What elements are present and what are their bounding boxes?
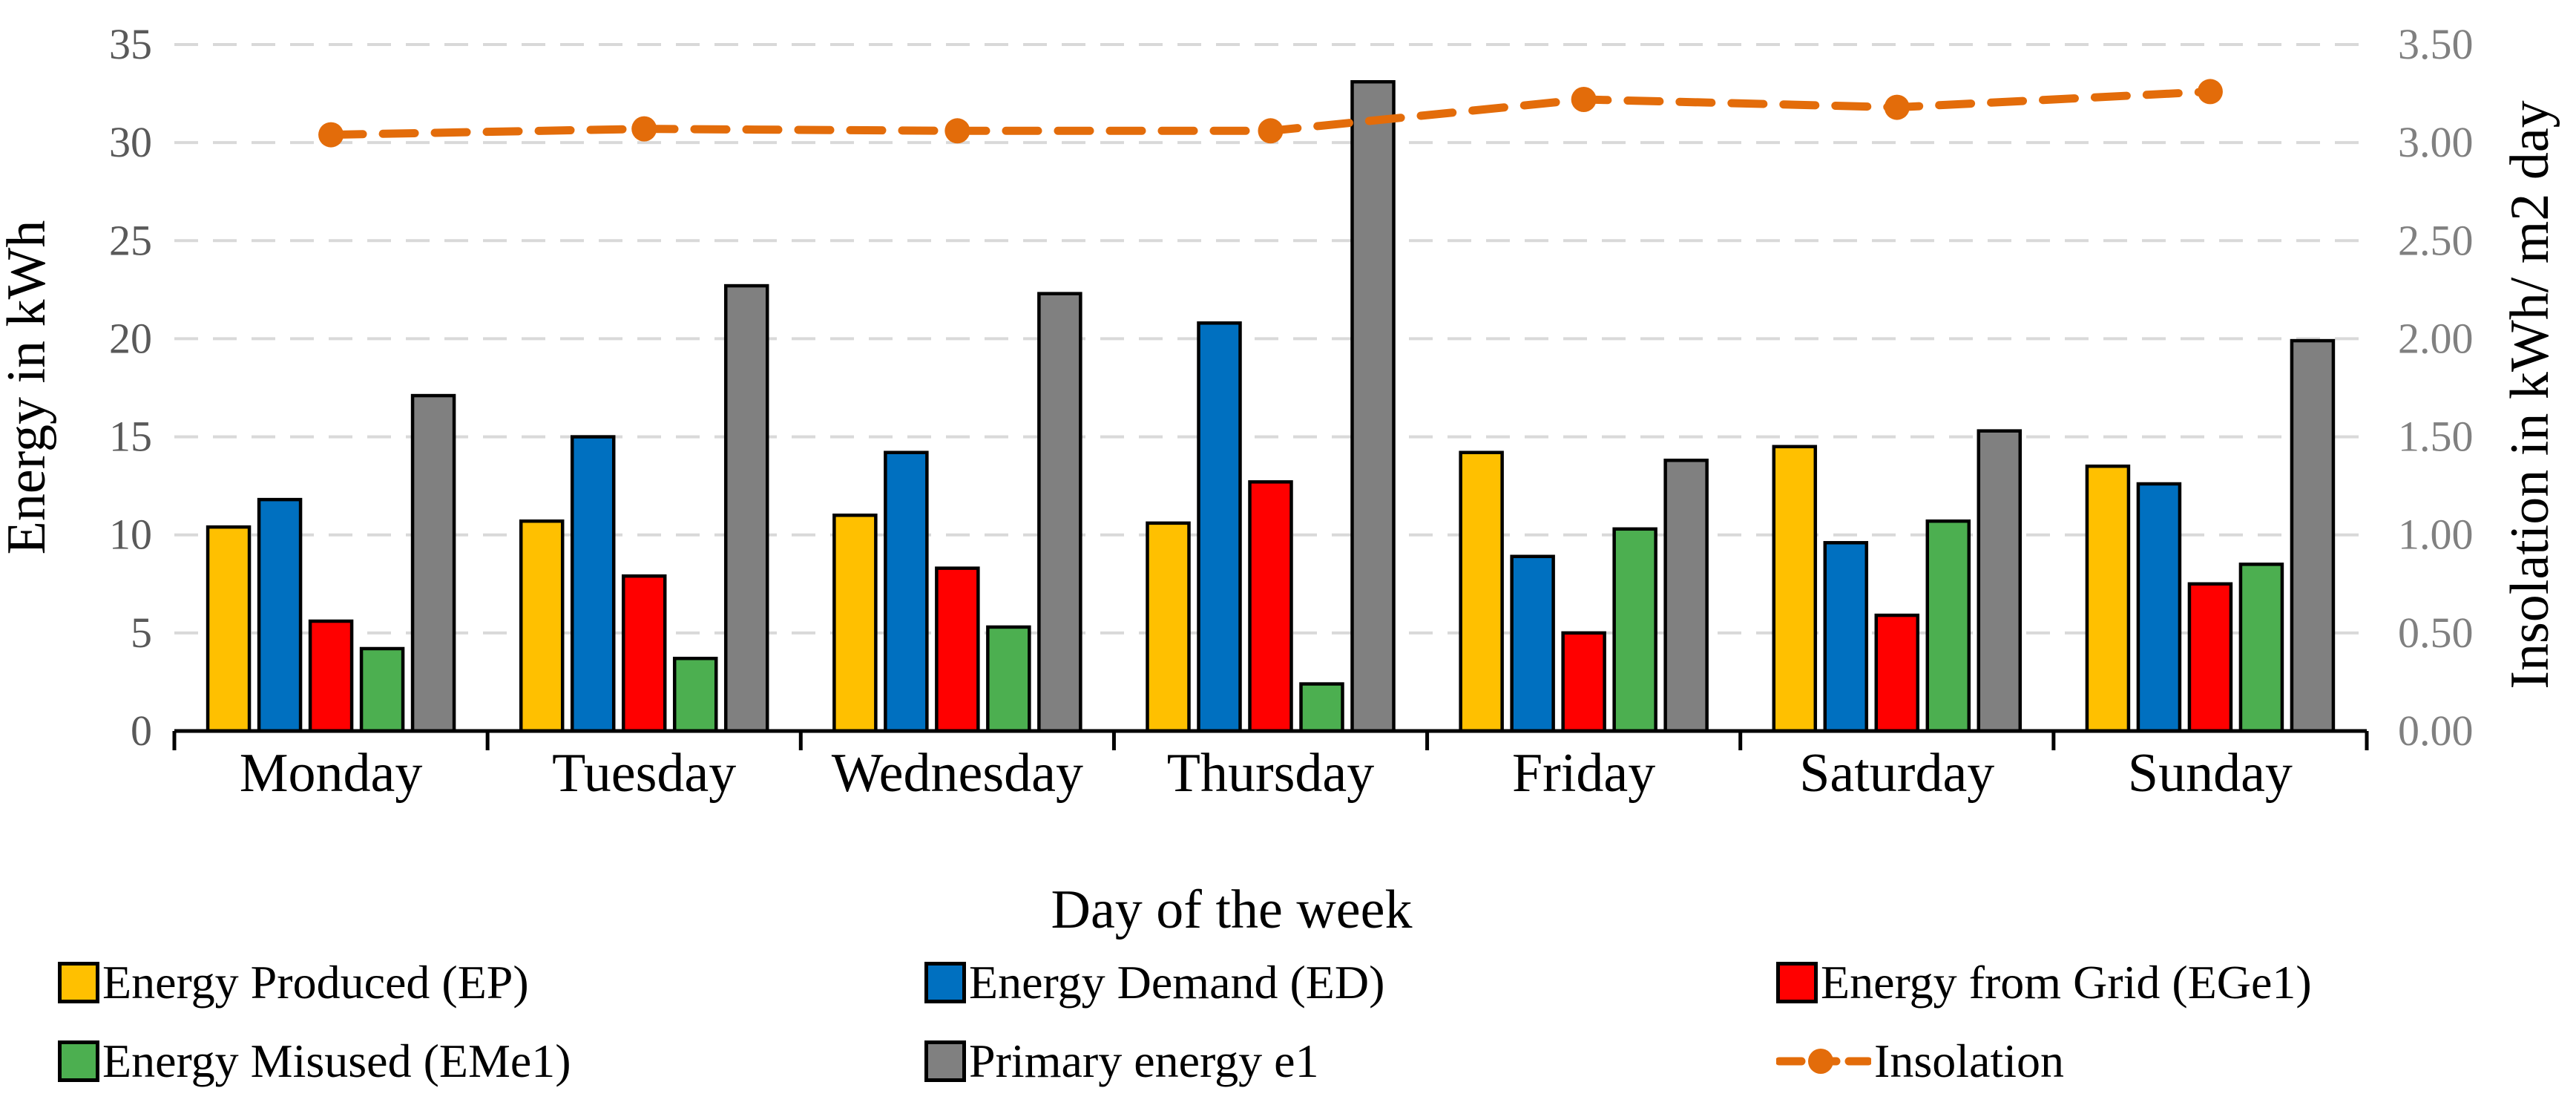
bar-monday-s0 [206,525,252,733]
right-axis-tick-label: 3.50 [2398,20,2474,68]
bar-monday-s3 [359,646,405,733]
bar-wednesday-s4 [1037,292,1082,733]
bar-saturday-s4 [1977,429,2023,733]
bar-wednesday-s1 [884,450,929,733]
bar-friday-s1 [1510,554,1555,733]
left-axis-tick-label: 25 [109,216,152,264]
bar-thursday-s3 [1299,682,1344,733]
left-axis-tick-label: 20 [109,314,152,362]
bar-friday-s0 [1459,450,1504,733]
insolation-point-thursday [1258,118,1284,144]
bar-saturday-s2 [1874,613,1920,733]
bar-sunday-s4 [2290,338,2336,733]
bar-tuesday-s0 [519,519,565,733]
bar-saturday-s1 [1823,541,1869,733]
insolation-point-friday [1571,87,1597,112]
insolation-point-sunday [2197,79,2223,105]
bar-sunday-s2 [2187,582,2233,733]
bar-monday-s1 [257,497,303,733]
right-axis-tick-label: 1.00 [2398,511,2474,559]
bar-friday-s3 [1612,527,1657,733]
x-axis-title: Day of the week [1051,879,1413,940]
bar-monday-s2 [308,619,354,733]
left-axis-tick-label: 5 [131,609,152,657]
right-axis-tick-label: 0.50 [2398,609,2474,657]
x-axis-category-label: Wednesday [832,743,1083,804]
bar-monday-s4 [410,393,456,733]
x-axis-category-label: Saturday [1799,743,1994,804]
left-axis-tick-label: 30 [109,118,152,166]
x-axis-category-label: Monday [240,743,423,804]
left-axis-tick-label: 15 [109,413,152,461]
left-axis-tick-label: 35 [109,20,152,68]
right-axis-title: Insolation in kWh/ m2 day [2500,100,2560,689]
bar-sunday-s1 [2136,482,2182,733]
insolation-point-saturday [1884,94,1910,120]
bar-wednesday-s3 [986,625,1031,733]
insolation-point-wednesday [944,118,970,144]
insolation-point-tuesday [631,116,657,142]
bar-thursday-s1 [1197,321,1242,733]
right-axis-tick-label: 3.00 [2398,118,2474,166]
bar-wednesday-s0 [832,514,878,733]
bar-thursday-s0 [1146,521,1191,733]
insolation-point-monday [318,122,344,148]
bar-tuesday-s2 [621,574,667,733]
x-axis-category-label: Friday [1512,743,1655,804]
bar-thursday-s4 [1350,79,1396,733]
right-axis-tick-label: 1.50 [2398,413,2474,461]
bar-sunday-s3 [2238,563,2284,733]
bar-saturday-s0 [1772,445,1818,733]
left-axis-tick-label: 10 [109,511,152,559]
bar-thursday-s2 [1248,480,1293,733]
left-axis-tick-label: 0 [131,707,152,755]
right-axis-tick-label: 2.50 [2398,216,2474,264]
bar-sunday-s0 [2085,464,2131,733]
right-axis-tick-label: 0.00 [2398,707,2474,755]
bar-tuesday-s3 [672,656,718,733]
bar-tuesday-s1 [570,435,616,733]
bar-wednesday-s2 [935,566,980,733]
bar-friday-s4 [1663,459,1709,733]
left-axis-title: Energy in kWh [0,220,57,555]
x-axis-category-label: Thursday [1167,743,1375,804]
bar-saturday-s3 [1925,519,1971,733]
x-axis-category-label: Tuesday [552,743,736,804]
right-axis-tick-label: 2.00 [2398,314,2474,362]
x-axis-category-label: Sunday [2128,743,2293,804]
bar-tuesday-s4 [723,283,769,733]
bar-friday-s2 [1561,631,1606,733]
